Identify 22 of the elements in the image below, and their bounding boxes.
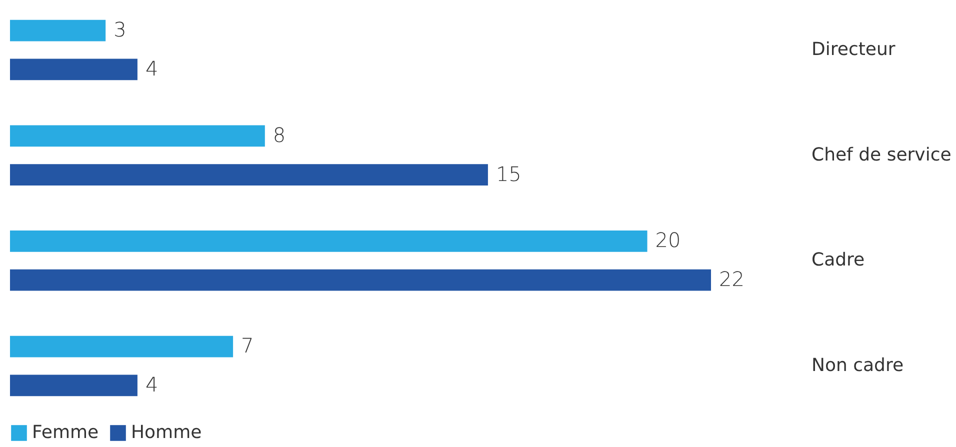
bar — [10, 269, 711, 291]
y-tick-label: Directeur — [812, 39, 896, 60]
data-label: 4 — [145, 56, 158, 80]
bar — [10, 230, 648, 252]
bar — [10, 125, 265, 147]
data-label: 22 — [719, 267, 744, 292]
data-label: 8 — [272, 122, 286, 147]
bar — [10, 20, 106, 42]
data-label: 3 — [114, 18, 126, 42]
data-label: 4 — [145, 372, 158, 396]
y-tick-label: Chef de service — [812, 144, 952, 166]
bar — [10, 58, 138, 80]
y-tick-label: Non cadre — [812, 354, 904, 376]
bar — [10, 164, 488, 186]
y-tick-label: Cadre — [812, 250, 865, 271]
legend-label: Femme — [32, 422, 99, 443]
data-label: 15 — [496, 162, 522, 186]
bar — [10, 374, 138, 396]
data-label: 7 — [241, 334, 254, 358]
data-label: 20 — [655, 228, 681, 252]
bar — [10, 336, 234, 358]
legend-label: Homme — [131, 422, 202, 443]
